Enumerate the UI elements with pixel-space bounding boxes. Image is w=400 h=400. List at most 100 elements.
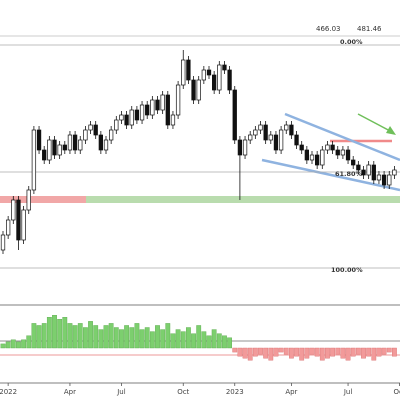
fib-label: 100.00% xyxy=(331,266,363,274)
indicator-bar xyxy=(191,333,196,349)
indicator-bar xyxy=(206,335,212,349)
indicator-bar xyxy=(232,347,238,353)
candle-body xyxy=(124,114,129,126)
candle-body xyxy=(155,99,160,111)
indicator-bar xyxy=(180,331,186,349)
indicator-bar xyxy=(381,347,387,355)
candle-body xyxy=(47,139,52,161)
candle-body xyxy=(366,164,371,176)
indicator-bar xyxy=(314,347,320,357)
indicator-bar xyxy=(16,341,21,349)
candle-body xyxy=(242,139,248,156)
candle-body xyxy=(289,124,294,136)
candle-body xyxy=(57,144,62,156)
indicator-bar xyxy=(325,347,330,359)
x-tick-label: Jul xyxy=(116,388,126,396)
indicator-bar xyxy=(113,327,119,349)
indicator-bar xyxy=(196,325,202,349)
candle-body xyxy=(134,109,140,121)
indicator-bar xyxy=(340,347,346,359)
candle-body xyxy=(88,124,93,131)
indicator-bar xyxy=(268,347,274,361)
indicator-bar xyxy=(170,333,176,349)
indicator-bar xyxy=(144,327,150,349)
candle-body xyxy=(160,94,165,111)
x-tick-label: Apr xyxy=(285,388,297,396)
candle-body xyxy=(361,169,366,176)
candle-body xyxy=(387,174,392,186)
candle-body xyxy=(170,114,176,126)
candle-body xyxy=(165,94,170,126)
indicator-bar xyxy=(366,347,372,357)
indicator-bar xyxy=(175,329,181,349)
candle-body xyxy=(201,69,207,81)
indicator-bar xyxy=(345,347,351,361)
candle-body xyxy=(232,89,237,141)
indicator-bar xyxy=(160,329,166,349)
indicator-bar xyxy=(335,347,341,355)
indicator-bar xyxy=(376,347,382,357)
trend-line xyxy=(284,112,400,162)
candle-body xyxy=(320,149,325,166)
indicator-bar xyxy=(350,347,356,357)
indicator-bar xyxy=(304,347,310,359)
indicator-bar xyxy=(108,323,114,349)
candle-body xyxy=(186,59,191,81)
fib-label: 61.80% xyxy=(335,170,363,178)
candle-body xyxy=(0,234,6,251)
candle-body xyxy=(129,109,134,126)
indicator-bar xyxy=(139,329,145,349)
candle-body xyxy=(78,139,83,151)
candle-body xyxy=(325,144,330,151)
indicator-bar xyxy=(149,331,155,349)
candle-body xyxy=(42,149,47,161)
candle-body xyxy=(103,139,109,151)
candle-body xyxy=(67,134,73,151)
candle-body xyxy=(253,129,258,136)
indicator-bar xyxy=(26,335,32,349)
candle-body xyxy=(351,159,356,166)
indicator-bar xyxy=(124,325,130,349)
support-band xyxy=(86,196,400,203)
candle-body xyxy=(181,59,186,86)
candle-body xyxy=(268,134,273,141)
indicator-bar xyxy=(258,347,263,355)
trend-line xyxy=(261,158,400,192)
candle-body xyxy=(258,124,263,131)
indicator-bar xyxy=(72,325,78,349)
arrow-head xyxy=(386,126,396,135)
indicator-bar xyxy=(252,347,258,357)
candle-body xyxy=(278,129,284,151)
indicator-bar xyxy=(119,329,124,349)
x-tick-label: Jul xyxy=(343,388,353,396)
x-tick-label: 2023 xyxy=(226,388,244,396)
candle-body xyxy=(36,129,42,151)
indicator-bar xyxy=(82,327,88,349)
candle-body xyxy=(315,154,320,166)
indicator-bar xyxy=(283,347,289,355)
candle-body xyxy=(263,124,268,141)
indicator-bar xyxy=(330,347,335,357)
header-value: 466.03 xyxy=(316,25,341,33)
candle-body xyxy=(376,174,382,181)
candle-body xyxy=(335,149,340,156)
indicator-bar xyxy=(103,325,109,349)
indicator-bar xyxy=(201,331,207,349)
candle-body xyxy=(309,154,315,161)
indicator-bar xyxy=(5,341,11,349)
indicator-bar xyxy=(36,325,42,349)
indicator-bar xyxy=(165,323,171,349)
indicator-bar xyxy=(129,327,135,349)
indicator-bar xyxy=(41,323,47,349)
candle-body xyxy=(392,169,397,176)
candle-body xyxy=(227,69,232,91)
candle-body xyxy=(72,134,78,151)
candle-body xyxy=(83,129,88,141)
indicator-bar xyxy=(289,347,294,359)
candle-body xyxy=(108,129,114,141)
x-tick-label: Apr xyxy=(64,388,76,396)
indicator-bar xyxy=(31,323,37,349)
candle-body xyxy=(284,124,289,131)
indicator-bar xyxy=(52,315,57,349)
